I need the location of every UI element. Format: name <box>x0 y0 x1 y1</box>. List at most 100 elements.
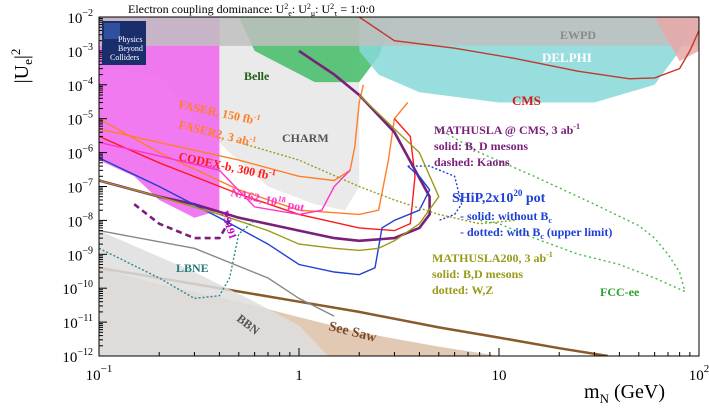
x-tick-label: 10−1 <box>86 363 113 384</box>
title-sub-mu: μ <box>311 9 315 18</box>
curve-faser-150-fb <box>99 84 365 182</box>
y-tick-base: 10 <box>67 147 82 163</box>
y-tick-exponent: −10 <box>77 279 93 290</box>
y-tick-base: 10 <box>67 79 82 95</box>
label-ship-2-sub: c <box>548 216 552 225</box>
label-mathusla-cms-1-main: MATHUSLA @ CMS, 3 ab <box>434 123 574 137</box>
curve-ship-dotted <box>407 165 463 222</box>
y-tick-base: 10 <box>67 248 82 264</box>
label-belle: Belle <box>244 69 270 83</box>
chart-title: Electron coupling dominance: U2e: U2μ: U… <box>128 2 375 18</box>
y-tick-base: 10 <box>67 11 82 27</box>
label-na62-main: NA62, 10 <box>229 185 278 209</box>
y-tick-exponent: −4 <box>82 76 93 87</box>
curve-codex-b-300-fb <box>99 118 416 232</box>
y-tick-exponent: −2 <box>82 8 93 19</box>
title-sup-2: 2 <box>307 2 311 11</box>
y-tick-label: 10−2 <box>67 8 93 27</box>
label-mathusla-cms-1: MATHUSLA @ CMS, 3 ab-1 <box>434 122 580 137</box>
curve-na62-10-pot <box>99 141 351 216</box>
region-ewpd <box>99 17 699 46</box>
y-tick-label: 10−8 <box>67 211 93 230</box>
x-axis-label-unit: (GeV) <box>609 381 665 403</box>
title-sup-3: 2 <box>330 2 334 11</box>
y-axis-label-close: | <box>11 55 33 59</box>
title-sub-tau: τ <box>334 9 338 18</box>
x-tick-label: 10 <box>492 368 507 384</box>
x-axis-label-sub: N <box>600 391 610 406</box>
label-faser-sup: -1 <box>253 112 261 122</box>
title-sup-1: 2 <box>284 2 288 11</box>
region-ps191 <box>99 17 220 218</box>
y-axis-label-sub: e <box>20 59 35 65</box>
label-ship-2: - solid: without Bc <box>460 209 552 225</box>
label-lbne: LBNE <box>176 261 209 275</box>
y-tick-exponent: −6 <box>82 144 93 155</box>
logo-text-2: Beyond <box>118 44 143 53</box>
x-tick-label: 1 <box>295 368 303 384</box>
region-bbn <box>99 230 329 356</box>
title-sep-1: : U <box>292 2 307 16</box>
label-ewpd: EWPD <box>560 28 596 42</box>
x-axis-label: mN (GeV) <box>584 381 665 406</box>
logo-highlight <box>104 23 120 39</box>
label-ship-1: SHiP,2x1020 pot <box>452 188 546 206</box>
label-fccee: FCC-ee <box>600 285 640 299</box>
x-tick-exponent: 2 <box>704 363 709 375</box>
label-codexb-sup: -1 <box>268 167 276 177</box>
exclusion-regions <box>99 17 699 356</box>
y-tick-base: 10 <box>67 45 82 61</box>
curve-mathusla200-solid <box>99 94 440 252</box>
label-mathusla200-1-sup: -1 <box>546 250 553 259</box>
y-tick-exponent: −7 <box>82 178 93 189</box>
label-mathusla200-2: solid: B,D mesons <box>432 267 523 281</box>
y-tick-exponent: −5 <box>82 110 93 121</box>
y-tick-label: 10−11 <box>63 313 93 332</box>
label-mathusla-cms-2: solid: B, D mesons <box>434 139 528 153</box>
x-tick-base: 1 <box>295 368 303 384</box>
y-tick-base: 10 <box>62 350 77 366</box>
curve-cms <box>358 17 699 80</box>
curve-ship-solid <box>99 157 431 276</box>
curve-faser2-3-ab <box>99 102 409 216</box>
curve-mathusla-cms-dashed <box>133 203 231 240</box>
y-tick-base: 10 <box>67 214 82 230</box>
label-mathusla200-3: dotted: W,Z <box>432 283 493 297</box>
curve-lbne <box>99 219 256 300</box>
y-axis-label: |Ue|2 <box>8 49 35 84</box>
curve-mathusla-cms-solid <box>99 49 431 243</box>
y-tick-base: 10 <box>67 113 82 129</box>
logo-text-3: Colliders <box>110 53 139 62</box>
label-ps191: PS191 <box>218 209 238 241</box>
x-tick-base: 10 <box>492 368 507 384</box>
label-ship-1-sup: 20 <box>513 188 523 198</box>
y-axis-label-sup: 2 <box>8 49 23 56</box>
label-faser2-sup: -1 <box>249 134 258 144</box>
label-mathusla-cms-3: dashed: Kaons <box>434 155 510 169</box>
plot-area <box>99 17 699 356</box>
label-ship-3-main: - dotted: with B <box>460 225 540 239</box>
label-cms: CMS <box>512 93 541 108</box>
label-charm: CHARM <box>282 131 329 145</box>
label-ship-1-main: SHiP,2x10 <box>452 191 513 206</box>
label-delphi: DELPHI <box>542 50 592 65</box>
label-ship-3-sub: c <box>540 232 544 241</box>
y-tick-base: 10 <box>63 316 78 332</box>
title-sub-e: e <box>288 9 292 18</box>
label-ship-2-main: - solid: without B <box>460 209 548 223</box>
y-tick-exponent: −12 <box>77 347 93 358</box>
y-tick-label: 10−7 <box>67 178 93 197</box>
y-tick-exponent: −9 <box>82 245 93 256</box>
label-mathusla200-1: MATHUSLA200, 3 ab-1 <box>432 250 553 265</box>
label-mathusla-cms-1-sup: -1 <box>573 122 580 131</box>
x-axis-label-main: m <box>584 381 600 403</box>
label-ship-1-tail: pot <box>522 191 545 206</box>
y-tick-exponent: −3 <box>82 42 93 53</box>
y-tick-label: 10−6 <box>67 144 93 163</box>
label-na62-tail: pot <box>284 197 306 215</box>
logo-text-1: Physics <box>118 35 142 44</box>
y-tick-exponent: −8 <box>82 211 93 222</box>
pbc-logo: Physics Beyond Colliders <box>102 21 146 65</box>
title-sep-2: : U <box>315 2 330 16</box>
